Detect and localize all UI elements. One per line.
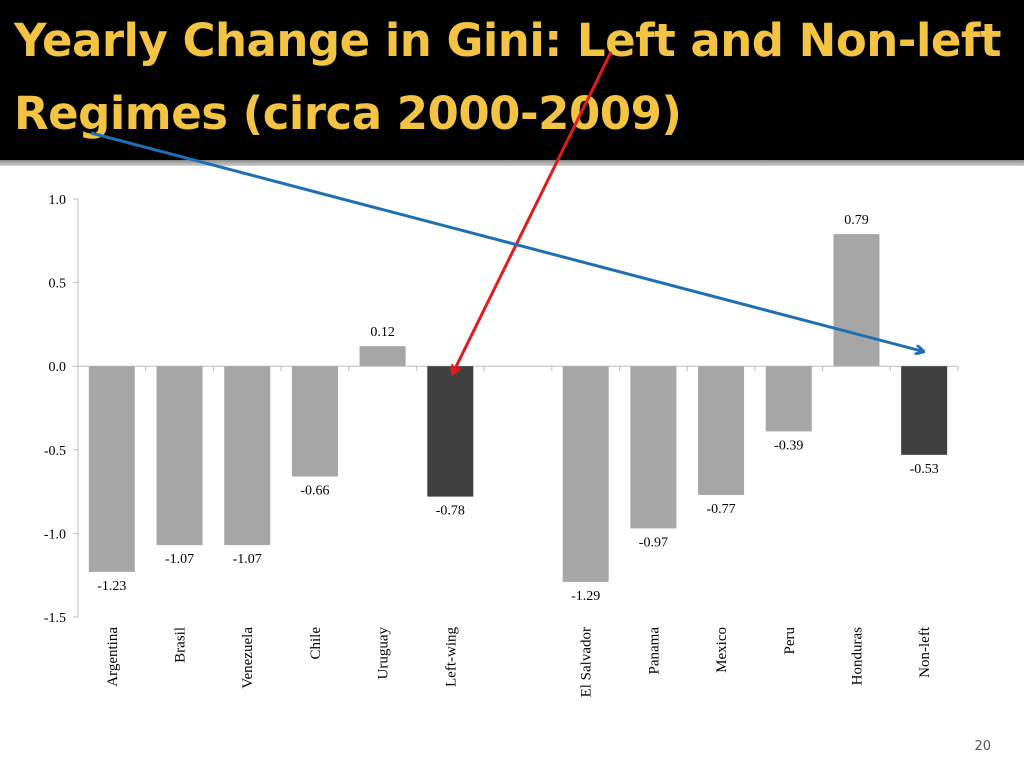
x-tick-label: Left-wing (443, 627, 459, 687)
bar-el-salvador (562, 366, 609, 582)
bar-peru (765, 366, 812, 432)
data-label: 0.79 (844, 213, 869, 228)
data-label: -1.23 (97, 579, 126, 594)
y-tick-label: 0.0 (49, 360, 67, 375)
y-tick-label: -0.5 (44, 444, 66, 459)
x-tick-label: Argentina (105, 627, 121, 687)
x-tick-label: Panama (646, 627, 662, 675)
data-label: -0.78 (436, 504, 465, 519)
bar-brasil (156, 366, 203, 546)
y-tick-label: -1.5 (44, 611, 66, 626)
arrow-to-non-left (90, 131, 922, 351)
bar-mexico (698, 366, 745, 495)
x-tick-label: Non-left (917, 626, 933, 678)
bar-argentina (88, 366, 135, 572)
bar-uruguay (359, 346, 406, 367)
bar-non-left (901, 366, 948, 455)
title-bar: Yearly Change in Gini: Left and Non-left… (0, 0, 1024, 160)
bar-honduras (833, 234, 880, 367)
y-tick-label: -1.0 (44, 527, 66, 542)
data-label: 0.12 (370, 325, 395, 340)
y-tick-label: 0.5 (49, 277, 67, 292)
bar-left-wing (427, 366, 474, 497)
data-label: -1.07 (233, 552, 262, 567)
data-label: -0.66 (300, 484, 329, 499)
data-label: -0.77 (706, 502, 735, 517)
page-number: 20 (974, 739, 991, 754)
bar-venezuela (224, 366, 271, 546)
data-label: -0.97 (639, 535, 668, 550)
data-label: -1.07 (165, 552, 194, 567)
data-label: -0.39 (774, 438, 803, 453)
y-tick-label: 1.0 (49, 193, 67, 208)
data-label: -0.53 (910, 462, 939, 477)
title-divider (0, 160, 1024, 166)
arrow-to-left-wing (453, 51, 613, 372)
x-tick-label: El Salvador (579, 627, 595, 697)
x-tick-label: Venezuela (240, 627, 256, 689)
x-tick-label: Chile (308, 627, 324, 660)
bar-panama (630, 366, 677, 529)
x-tick-label: Honduras (849, 627, 865, 685)
x-tick-label: Mexico (714, 627, 730, 673)
x-tick-label: Peru (782, 627, 798, 655)
bar-chile (291, 366, 338, 477)
x-tick-label: Uruguay (376, 627, 392, 680)
data-label: -1.29 (571, 589, 600, 604)
x-tick-label: Brasil (173, 627, 189, 663)
